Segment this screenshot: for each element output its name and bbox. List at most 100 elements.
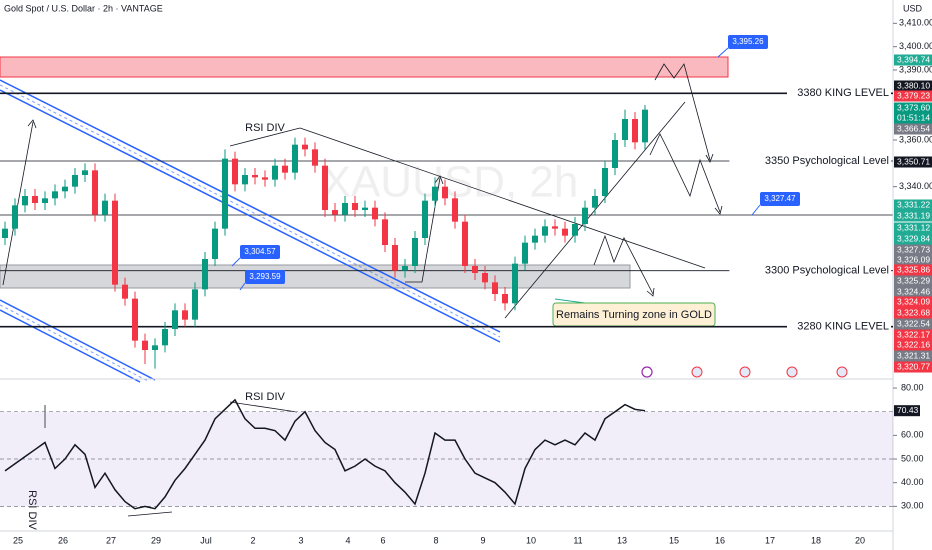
price-badge (894, 254, 932, 266)
x-tick-label: 11 (573, 535, 582, 545)
candle-body (402, 266, 408, 271)
price-badge (894, 296, 932, 308)
price-badge (894, 102, 932, 114)
candle-body (452, 198, 458, 222)
projection (593, 234, 654, 295)
level-label-bg (729, 154, 891, 168)
candle-body (292, 144, 298, 173)
price-badge-label: 3,324.46 (897, 286, 930, 296)
price-badge (894, 80, 932, 92)
price-badge (894, 275, 932, 287)
event-icon (739, 366, 751, 378)
price-badge-label: 3,380.10 (897, 80, 930, 90)
candle-body (392, 245, 398, 271)
rsi-tick-label: 60.00 (901, 430, 924, 440)
price-badge-label: 3,379.23 (897, 90, 930, 100)
x-tick-label: 26 (58, 535, 68, 545)
y-tick-label: 3,340.00 (899, 181, 932, 191)
candle-body (32, 196, 38, 203)
x-tick-label: 8 (433, 535, 438, 545)
callout-pointer (239, 282, 246, 291)
channel-upper (0, 79, 501, 343)
x-tick-label: 29 (151, 535, 161, 545)
arrow-head (646, 287, 655, 297)
level-label: 3300 Psychological Level (765, 265, 889, 277)
candle-body (552, 226, 558, 229)
candle-body (92, 170, 98, 215)
candle-body (2, 228, 8, 238)
price-badge-label: 3,331.19 (897, 210, 930, 220)
candle-body (542, 226, 548, 236)
price-badge-label: 3,394.74 (897, 54, 930, 64)
rsi-badge-label: 70.43 (897, 405, 919, 415)
candle-body (592, 196, 598, 208)
price-badge-label: 3,321.31 (897, 350, 930, 360)
candle-body (172, 310, 178, 329)
divergence-line (229, 127, 301, 147)
x-tick-label: 6 (380, 535, 385, 545)
candle-body (112, 200, 118, 285)
candle-body (572, 224, 578, 236)
price-badge (894, 264, 932, 276)
level-label-bg (787, 319, 891, 334)
candle-body (482, 273, 488, 283)
price-badge-label: 3,329.84 (897, 233, 930, 243)
currency: USD (903, 3, 923, 13)
x-tick-label: 15 (669, 535, 679, 545)
candle-body (562, 228, 568, 236)
candle-body (422, 200, 428, 238)
x-tick-label: 16 (715, 535, 725, 545)
candle-body (42, 198, 48, 203)
price-badge-label: 3,327.73 (897, 244, 930, 254)
level-label-bg (729, 263, 891, 278)
candle-body (532, 235, 538, 243)
x-tick-label: 13 (617, 535, 627, 545)
price-badge (894, 210, 932, 222)
candle-body (602, 168, 608, 196)
arrow (405, 177, 441, 283)
candle-body (82, 170, 88, 175)
x-tick-label: 2 (250, 535, 255, 545)
candle-body (232, 158, 238, 185)
rsi-tick-label: 50.00 (901, 453, 924, 463)
price-badge (894, 90, 932, 102)
price-badge (894, 222, 932, 234)
price-badge-label: 01:51:14 (897, 112, 930, 122)
rsi-tick-label: 40.00 (901, 477, 924, 487)
level-label: 3380 KING LEVEL (797, 87, 889, 99)
callout-label: 3,395.26 (732, 37, 764, 46)
rsi-divergence-line (127, 511, 173, 517)
x-tick-label: 18 (811, 535, 821, 545)
level-label: 3350 Psychological Level (765, 155, 889, 167)
rsi-tick-label: 30.00 (901, 501, 924, 511)
callout-box (240, 245, 280, 259)
price-badge-label: 3,322.17 (897, 329, 930, 339)
callout-label: 3,304.57 (244, 247, 276, 256)
candle-body (182, 310, 188, 320)
candle-body (152, 345, 158, 350)
candle-body (612, 140, 618, 168)
candle-body (312, 149, 318, 166)
candle-body (412, 238, 418, 266)
callout-box (760, 192, 800, 206)
candle-body (462, 221, 468, 266)
candle-body (372, 207, 378, 220)
candle-body (52, 191, 58, 199)
watermark: XAUUSD, 2h (322, 158, 579, 207)
price-badge-label: 3,323.68 (897, 307, 930, 317)
price-badge-label: 3,320.77 (897, 361, 930, 371)
price-badge (894, 350, 932, 362)
rsi-badge (894, 405, 920, 417)
demand-zone (0, 264, 631, 289)
rsi-line (4, 398, 646, 510)
price-badge-label: 3,331.12 (897, 222, 930, 232)
price-badge-label: 3,366.54 (897, 123, 930, 133)
candle-body (632, 119, 638, 143)
arrow-head (434, 175, 444, 185)
x-tick-label: 4 (345, 535, 350, 545)
candle-body (252, 175, 258, 178)
price-badge (894, 286, 932, 298)
candle-body (512, 263, 518, 304)
callout-pointer (751, 204, 761, 216)
price-badge (894, 244, 932, 256)
